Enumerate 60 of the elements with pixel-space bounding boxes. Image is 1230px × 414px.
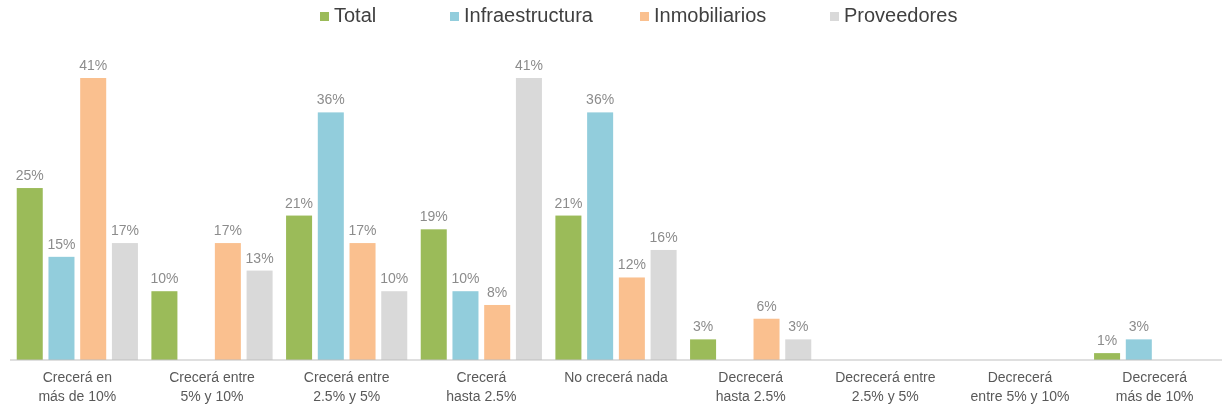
bar xyxy=(111,243,138,360)
data-label: 13% xyxy=(245,249,274,266)
x-tick-label: Decrecerá hasta 2.5% xyxy=(715,369,786,404)
bar xyxy=(349,243,376,360)
data-label: 10% xyxy=(380,270,409,287)
x-tick-label: Crecerá entre 5% y 10% xyxy=(169,369,256,404)
data-label: 1% xyxy=(1096,332,1118,349)
bar xyxy=(753,318,780,360)
bar xyxy=(16,188,43,360)
data-label: 21% xyxy=(285,194,314,211)
data-label: 3% xyxy=(788,318,809,335)
bar xyxy=(484,304,511,360)
bar xyxy=(515,78,542,360)
bar xyxy=(618,277,645,360)
bar xyxy=(286,215,313,360)
bar xyxy=(452,291,479,360)
bar xyxy=(1125,339,1152,360)
data-label: 41% xyxy=(79,57,108,73)
bar xyxy=(690,339,717,360)
data-label: 17% xyxy=(213,222,242,239)
data-label: 36% xyxy=(316,91,345,108)
bar xyxy=(587,112,614,360)
data-label: 16% xyxy=(649,228,678,245)
data-label: 15% xyxy=(47,235,76,252)
bar xyxy=(80,78,107,360)
x-tick-label: Crecerá en más de 10% xyxy=(38,369,117,404)
data-label: 3% xyxy=(1128,318,1149,335)
data-label: 21% xyxy=(554,194,583,211)
bar xyxy=(214,243,241,360)
data-label: 17% xyxy=(110,222,139,239)
legend-label: Infraestructura xyxy=(464,4,594,26)
x-tick-label: Decrecerá entre 2.5% y 5% xyxy=(835,369,936,404)
x-tick-label: Decrecerá más de 10% xyxy=(1115,369,1194,404)
data-label: 10% xyxy=(150,270,179,287)
data-label: 41% xyxy=(514,57,543,73)
bar xyxy=(246,270,273,360)
bar xyxy=(381,291,408,360)
x-tick-label: Decrecerá entre 5% y 10% xyxy=(970,369,1070,404)
data-label: 25% xyxy=(15,167,44,184)
bar xyxy=(785,339,812,360)
legend-label: Total xyxy=(334,4,377,26)
data-label: 8% xyxy=(487,283,508,300)
data-label: 6% xyxy=(756,297,777,314)
data-label: 3% xyxy=(692,318,714,335)
x-tick-label: No crecerá nada xyxy=(564,369,668,385)
x-tick-label: Crecerá hasta 2.5% xyxy=(446,369,517,404)
bar xyxy=(420,229,447,360)
bar xyxy=(317,112,344,360)
bar xyxy=(48,256,75,360)
x-tick-label: Crecerá entre 2.5% y 5% xyxy=(303,369,390,404)
data-label: 12% xyxy=(617,256,646,273)
bar xyxy=(650,249,677,360)
data-label: 17% xyxy=(348,222,377,239)
data-label: 19% xyxy=(419,208,448,225)
legend-label: Inmobiliarios xyxy=(654,4,767,26)
data-label: 10% xyxy=(451,270,480,287)
bar xyxy=(555,215,582,360)
bar xyxy=(151,291,178,360)
data-label: 36% xyxy=(586,91,615,108)
legend-label: Proveedores xyxy=(844,4,958,26)
